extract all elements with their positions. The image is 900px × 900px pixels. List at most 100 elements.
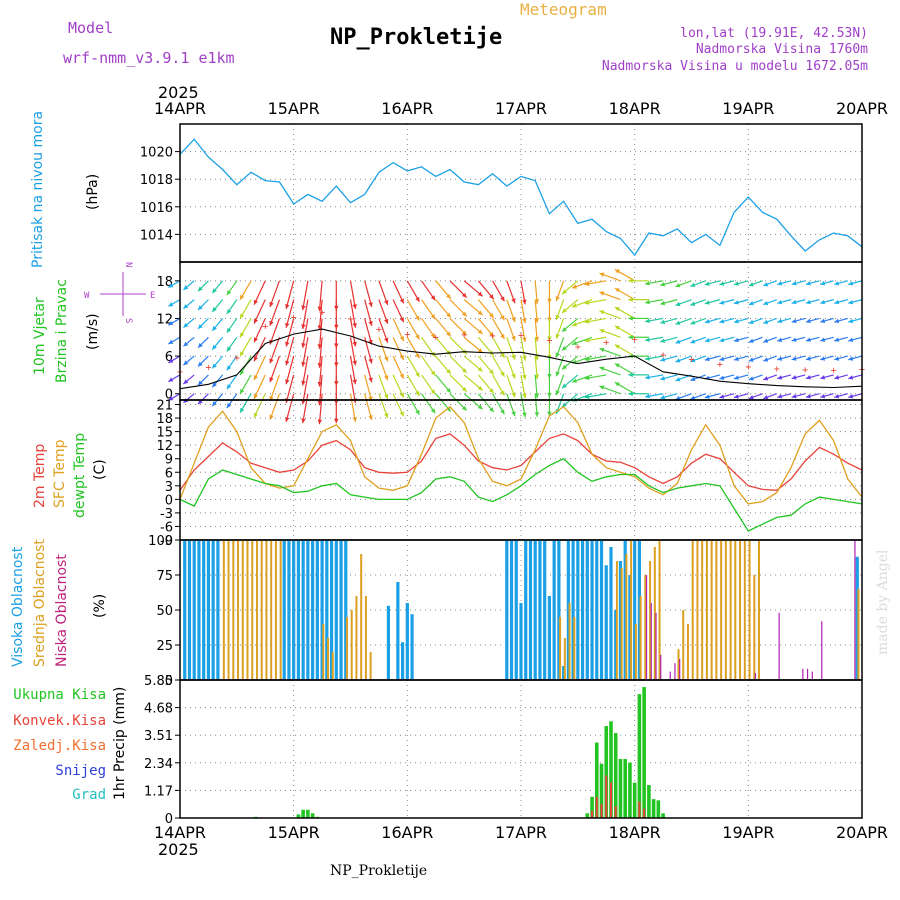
mid-cloud-bar bbox=[734, 540, 737, 680]
high-cloud-bar bbox=[543, 540, 547, 680]
wind-arrow-head bbox=[489, 294, 494, 300]
wind-arrow bbox=[269, 393, 281, 421]
wind-arrow-head bbox=[763, 376, 769, 381]
wind-arrow-head bbox=[628, 316, 633, 321]
wind-arrow-head bbox=[384, 394, 389, 400]
wind-arrow-head bbox=[477, 310, 483, 316]
mid-cloud-bar bbox=[331, 652, 334, 680]
time-label-bottom: 19APR bbox=[722, 823, 774, 842]
wind-arrow-head bbox=[384, 318, 389, 324]
temp-unit: (C) bbox=[92, 459, 108, 480]
wind-arrow-head bbox=[500, 352, 505, 358]
y-tick-label: 18 bbox=[156, 412, 173, 427]
elevation-label: Nadmorska Visina 1760m bbox=[696, 42, 868, 57]
total-precip-bar bbox=[604, 726, 609, 818]
wind-arrow-head bbox=[500, 333, 505, 339]
total-precip-bar bbox=[301, 809, 305, 818]
wind-arrow-head bbox=[848, 318, 854, 324]
wind-arrow-head bbox=[562, 327, 567, 332]
wind-arrow-head bbox=[555, 352, 560, 358]
wind-arrow-head bbox=[253, 299, 259, 305]
wind-arrow-head bbox=[352, 341, 357, 347]
wind-arrow-head bbox=[645, 337, 650, 342]
wind-arrow bbox=[302, 355, 309, 386]
wind-arrow-head bbox=[477, 348, 483, 353]
precip-unit: 1hr Precip (mm) bbox=[112, 687, 128, 800]
conv-precip-bar bbox=[595, 796, 598, 818]
wind-arrow bbox=[285, 374, 295, 404]
low-cloud-bar bbox=[674, 663, 676, 680]
high-cloud-bar bbox=[202, 540, 206, 680]
wind-arrow-head bbox=[461, 368, 467, 373]
wind-arrow-head bbox=[690, 320, 696, 325]
wind-arrow-head bbox=[352, 322, 357, 328]
wind-arrow-head bbox=[704, 300, 710, 305]
high-cloud-bar bbox=[282, 540, 286, 680]
mid-cloud-bar bbox=[644, 575, 647, 680]
wind-arrow-head bbox=[301, 361, 306, 367]
wind-arrow-head bbox=[522, 356, 527, 361]
wind-arrow-head bbox=[820, 337, 826, 342]
wind-arrow-head bbox=[415, 390, 420, 396]
time-label-top: 14APR bbox=[154, 99, 206, 118]
y-tick-label: 1014 bbox=[140, 228, 173, 243]
time-label-bottom: 15APR bbox=[268, 823, 320, 842]
wind-arrow-head bbox=[675, 339, 681, 344]
wind-arrow-head bbox=[500, 390, 505, 396]
wind-arrow-head bbox=[719, 356, 725, 362]
wind-arrow-head bbox=[791, 281, 797, 286]
high-cloud-bar bbox=[296, 540, 301, 680]
wind-arrow-head bbox=[777, 337, 783, 342]
wind-arrow-head bbox=[805, 375, 811, 380]
wind-arrow-head bbox=[599, 291, 605, 296]
wind-arrow-head bbox=[834, 318, 840, 324]
wind-arrow-head bbox=[645, 280, 650, 286]
wind-arrow-head bbox=[477, 385, 483, 391]
compass-s: S bbox=[123, 318, 133, 323]
mid-cloud-bar bbox=[739, 540, 742, 680]
wind-arrow-head bbox=[805, 356, 811, 361]
wind-arrow-head bbox=[555, 333, 560, 339]
mid-cloud-bar bbox=[274, 540, 277, 680]
high-cloud-bar bbox=[571, 540, 575, 680]
wind-arrow-head bbox=[384, 299, 389, 305]
high-cloud-bar bbox=[599, 540, 604, 680]
high-cloud-bar bbox=[211, 540, 215, 680]
high-cloud-bar bbox=[405, 603, 409, 680]
wind-arrow-head bbox=[461, 405, 467, 411]
wind-arrow-head bbox=[301, 418, 306, 424]
mid-cloud-bar bbox=[724, 540, 727, 680]
wind-arrow bbox=[364, 280, 373, 308]
lonlat-label: lon,lat (19.91E, 42.53N) bbox=[680, 26, 868, 41]
wind-arrow-head bbox=[834, 393, 840, 399]
wind-arrow-head bbox=[719, 319, 725, 324]
conv-precip-bar bbox=[600, 803, 603, 818]
wind-arrow-head bbox=[562, 364, 567, 370]
wind-arrow-head bbox=[212, 344, 217, 350]
wind-arrow-head bbox=[660, 319, 666, 325]
compass-n: N bbox=[123, 262, 133, 267]
wind-arrow-head bbox=[522, 318, 527, 324]
footer-station: NP_Prokletije bbox=[330, 863, 427, 879]
wind-arrow-head bbox=[777, 375, 783, 380]
wind-arrow-head bbox=[690, 358, 696, 363]
mid-cloud-bar bbox=[705, 540, 708, 680]
wind-arrow-head bbox=[763, 300, 769, 306]
conv-precip-bar bbox=[609, 782, 612, 818]
wind-arrow bbox=[269, 337, 281, 364]
wind-arrow bbox=[302, 337, 309, 367]
mid-cloud-bar bbox=[857, 589, 860, 680]
low-cloud-bar bbox=[645, 575, 648, 680]
wind-arrow-head bbox=[430, 295, 436, 301]
mid-cloud-bar bbox=[265, 540, 268, 680]
wind-arrow-head bbox=[660, 338, 666, 343]
wind-arrow-head bbox=[820, 393, 826, 399]
gust-marker: + bbox=[603, 337, 609, 348]
wind-arrow-head bbox=[704, 356, 710, 362]
time-label-top: 18APR bbox=[609, 99, 661, 118]
high-cloud-bar bbox=[509, 540, 514, 680]
wind-arrow-head bbox=[226, 365, 232, 371]
time-label-top: 16APR bbox=[381, 99, 433, 118]
high-cloud-bar bbox=[192, 540, 196, 680]
mid-cloud-bar bbox=[720, 540, 723, 680]
